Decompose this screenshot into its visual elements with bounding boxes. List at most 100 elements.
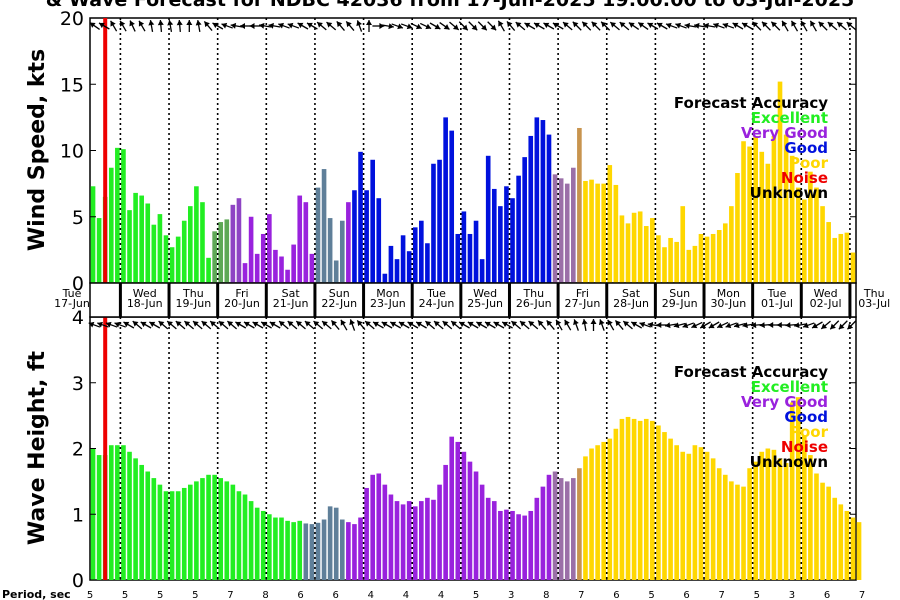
direction-arrow xyxy=(622,320,633,330)
data-bar xyxy=(625,223,631,284)
direction-arrow xyxy=(600,21,611,31)
data-bar xyxy=(339,220,345,283)
direction-arrow xyxy=(129,20,136,32)
day-name: Wed xyxy=(814,287,838,300)
direction-arrow xyxy=(555,319,563,331)
data-bar xyxy=(838,233,844,283)
wave-height-axis-label: Wave Height, ft xyxy=(25,350,50,545)
data-bar xyxy=(607,438,613,580)
data-bar xyxy=(808,455,813,580)
period-value: 3 xyxy=(789,590,795,600)
direction-arrow xyxy=(802,322,815,329)
direction-arrow xyxy=(493,321,505,329)
day-date: 21-Jun xyxy=(273,297,309,310)
direction-arrow xyxy=(725,322,738,329)
data-bar xyxy=(826,222,831,283)
data-bar xyxy=(802,435,807,580)
direction-arrow xyxy=(468,21,478,31)
day-date: 22-Jun xyxy=(321,297,357,310)
direction-arrow xyxy=(278,320,289,330)
day-date: 29-Jun xyxy=(662,297,698,310)
data-bar xyxy=(528,510,534,580)
direction-arrow xyxy=(195,19,202,33)
data-bar xyxy=(571,478,576,580)
day-name: Thu xyxy=(182,287,204,300)
direction-arrow xyxy=(573,319,579,331)
data-bar xyxy=(668,438,673,580)
data-bar xyxy=(169,491,175,580)
period-value: 3 xyxy=(508,590,514,600)
period-value: 5 xyxy=(87,590,93,600)
data-bar xyxy=(522,157,527,284)
direction-arrow xyxy=(132,320,143,330)
direction-arrow xyxy=(533,22,545,30)
period-axis-label: Period, sec xyxy=(2,588,71,600)
direction-arrow xyxy=(628,22,640,30)
data-bar xyxy=(163,235,169,283)
data-bar xyxy=(327,506,333,580)
data-bar xyxy=(437,159,442,283)
data-bar xyxy=(194,186,199,283)
data-bar xyxy=(339,519,345,580)
direction-arrow xyxy=(356,20,363,32)
direction-arrow xyxy=(524,22,536,30)
data-bar xyxy=(844,232,850,283)
data-bar xyxy=(352,524,357,580)
direction-arrow xyxy=(467,321,479,329)
period-value: 7 xyxy=(227,590,233,600)
direction-arrow xyxy=(439,22,450,30)
data-bar xyxy=(589,179,594,283)
data-bar xyxy=(127,451,132,580)
data-bar xyxy=(491,501,497,580)
data-bar xyxy=(473,220,479,283)
day-name: Mon xyxy=(376,287,399,300)
direction-arrow xyxy=(269,321,281,329)
data-bar xyxy=(333,260,339,283)
data-bar xyxy=(564,481,570,581)
data-bar xyxy=(643,226,649,284)
data-bar xyxy=(814,473,819,581)
data-bar xyxy=(279,517,284,580)
direction-arrow xyxy=(326,21,337,31)
direction-arrow xyxy=(138,20,146,32)
data-bar xyxy=(260,510,266,580)
period-value: 5 xyxy=(122,590,128,600)
data-bar xyxy=(121,445,126,580)
direction-arrow xyxy=(340,319,348,331)
y-tick-label: 20 xyxy=(60,8,84,30)
direction-arrow xyxy=(794,322,807,329)
data-bar xyxy=(668,237,673,283)
direction-arrow xyxy=(477,21,488,31)
data-bar xyxy=(394,259,400,283)
data-bar xyxy=(309,253,315,283)
data-bar xyxy=(759,451,765,580)
direction-arrow xyxy=(684,22,697,29)
data-bar xyxy=(419,501,424,580)
data-bar xyxy=(704,451,710,580)
data-bar xyxy=(127,210,132,284)
data-bar xyxy=(534,117,540,284)
data-bar xyxy=(321,519,327,580)
direction-arrow xyxy=(89,22,100,30)
direction-arrow xyxy=(846,21,857,31)
direction-arrow xyxy=(562,21,573,31)
data-bar xyxy=(783,462,789,580)
data-bar xyxy=(583,456,588,580)
direction-arrow xyxy=(761,21,771,31)
data-bar xyxy=(631,212,637,283)
direction-arrow xyxy=(278,22,290,29)
direction-arrow xyxy=(105,321,118,328)
data-bar xyxy=(303,523,309,581)
data-bar xyxy=(370,159,375,283)
data-bar xyxy=(625,416,631,580)
data-bar xyxy=(236,491,242,580)
direction-arrow xyxy=(304,320,315,330)
data-bar xyxy=(491,188,497,283)
period-value: 6 xyxy=(683,590,689,600)
data-bar xyxy=(273,517,278,580)
data-bar xyxy=(479,259,485,283)
data-bar xyxy=(619,418,625,580)
day-date: 23-Jun xyxy=(370,297,406,310)
data-bar xyxy=(844,510,850,580)
